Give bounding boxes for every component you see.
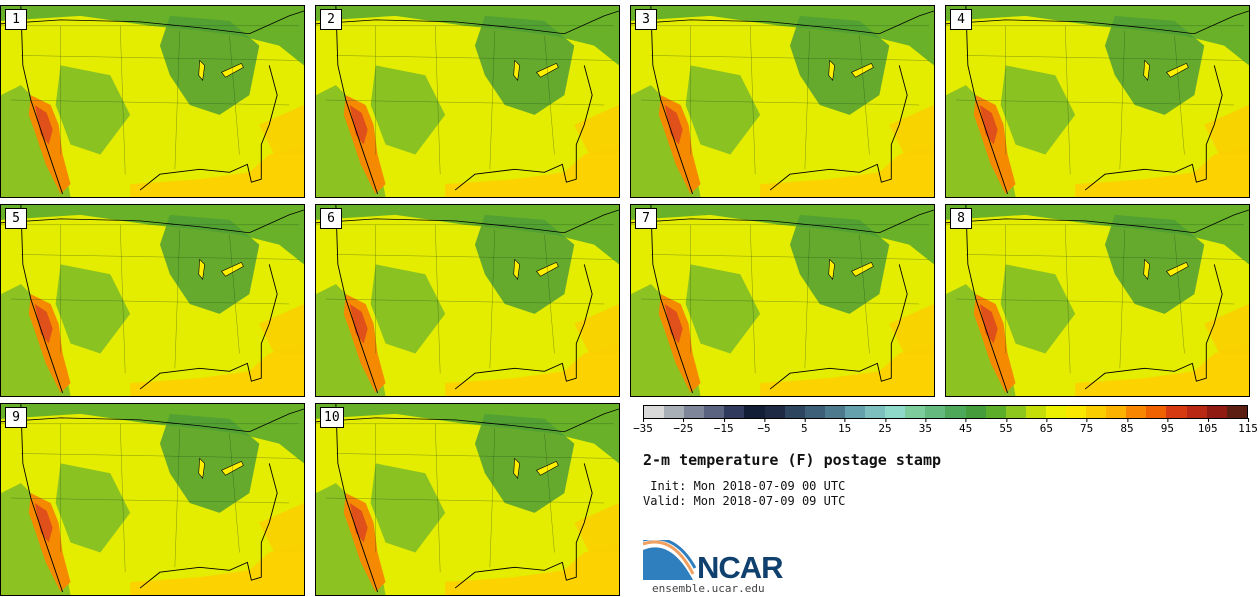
colorbar-swatch — [844, 406, 866, 418]
colorbar-swatch — [985, 406, 1006, 418]
colorbar-tick-label: −25 — [673, 418, 694, 435]
colorbar-swatch — [1025, 406, 1046, 418]
colorbar-swatch — [764, 406, 785, 418]
colorbar-swatch — [684, 406, 705, 418]
ensemble-member-map: 5 — [0, 204, 305, 397]
colorbar-tick-label: 115 — [1238, 418, 1258, 435]
colorbar-swatch — [1206, 406, 1227, 418]
colorbar-tick-label: 35 — [918, 418, 932, 435]
colorbar-swatch — [1186, 406, 1207, 418]
colorbar-swatch — [885, 406, 906, 418]
colorbar-tick-label: 5 — [801, 418, 808, 435]
colorbar-swatch — [945, 406, 966, 418]
ncar-logo-icon — [643, 540, 697, 580]
colorbar-swatch — [1146, 406, 1167, 418]
colorbar-swatch — [1126, 406, 1147, 418]
colorbar-swatch — [1226, 406, 1247, 418]
colorbar-swatch — [905, 406, 926, 418]
colorbar-swatch — [1086, 406, 1107, 418]
colorbar-tick-label: −35 — [633, 418, 653, 435]
time-info: Init: Mon 2018-07-09 00 UTC Valid: Mon 20… — [643, 479, 845, 509]
colorbar-tick-label: 55 — [999, 418, 1013, 435]
colorbar-tick-label: 95 — [1160, 418, 1174, 435]
colorbar-swatch — [1166, 406, 1187, 418]
colorbar-swatch — [1005, 406, 1026, 418]
member-label: 7 — [635, 208, 657, 229]
colorbar-tick-label: 85 — [1120, 418, 1134, 435]
ensemble-member-map: 10 — [315, 403, 620, 596]
member-label: 2 — [320, 9, 342, 30]
colorbar-tick-label: −5 — [757, 418, 771, 435]
member-label: 8 — [950, 208, 972, 229]
colorbar-swatch — [744, 406, 765, 418]
ensemble-member-map: 8 — [945, 204, 1250, 397]
colorbar-swatch — [704, 406, 725, 418]
ensemble-member-map: 9 — [0, 403, 305, 596]
init-time: Init: Mon 2018-07-09 00 UTC — [643, 479, 846, 493]
colorbar-tick-label: 105 — [1197, 418, 1218, 435]
colorbar-swatch — [865, 406, 886, 418]
colorbar-swatch — [724, 406, 745, 418]
member-label: 6 — [320, 208, 342, 229]
ensemble-member-map: 3 — [630, 5, 935, 198]
member-label: 3 — [635, 9, 657, 30]
ensemble-member-map: 7 — [630, 204, 935, 397]
colorbar-swatch — [1065, 406, 1087, 418]
member-label: 10 — [320, 407, 344, 428]
ensemble-member-map: 4 — [945, 5, 1250, 198]
colorbar-ticks: −35 −25 −15 −5 5 15 25 35 45 55 65 75 85 95 105 115 — [633, 418, 1258, 438]
valid-time: Valid: Mon 2018-07-09 09 UTC — [643, 494, 846, 508]
colorbar-tick-label: 15 — [838, 418, 852, 435]
colorbar-swatch — [644, 406, 665, 418]
colorbar-tick-label: 65 — [1039, 418, 1053, 435]
colorbar-swatch — [804, 406, 825, 418]
ncar-wordmark: NCAR — [697, 550, 784, 585]
colorbar-tick-label: 45 — [959, 418, 973, 435]
colorbar-swatch — [784, 406, 805, 418]
figure-title: 2-m temperature (F) postage stamp — [643, 451, 942, 469]
site-url[interactable]: ensemble.ucar.edu — [652, 582, 765, 595]
colorbar-swatch — [824, 406, 845, 418]
temperature-colorbar — [643, 405, 1248, 419]
member-label: 9 — [5, 407, 27, 428]
member-label: 1 — [5, 9, 27, 30]
colorbar-swatch — [664, 406, 685, 418]
member-label: 5 — [5, 208, 27, 229]
colorbar-swatch — [1106, 406, 1127, 418]
colorbar-swatch — [1045, 406, 1066, 418]
colorbar-swatch — [965, 406, 986, 418]
ensemble-member-map: 2 — [315, 5, 620, 198]
member-label: 4 — [950, 9, 972, 30]
ensemble-member-map: 6 — [315, 204, 620, 397]
colorbar-swatch — [925, 406, 946, 418]
ensemble-member-map: 1 — [0, 5, 305, 198]
colorbar-tick-label: 25 — [878, 418, 892, 435]
colorbar-tick-label: −15 — [713, 418, 734, 435]
colorbar-tick-label: 75 — [1080, 418, 1094, 435]
